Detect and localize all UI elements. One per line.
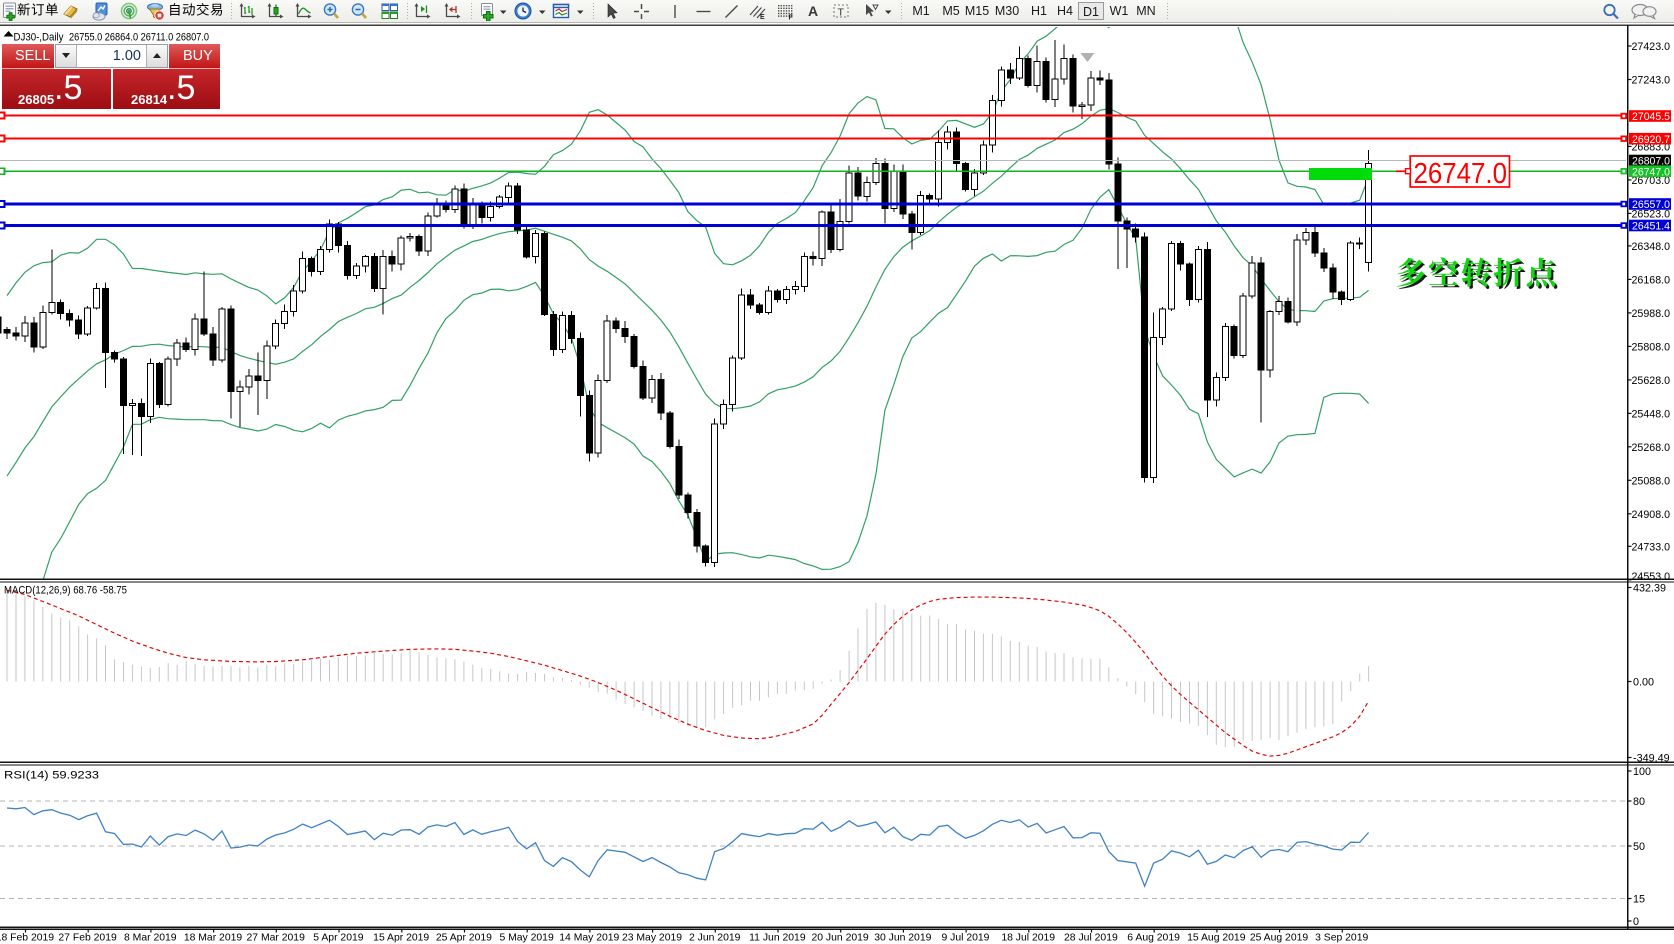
svg-text:25988.0: 25988.0 (1632, 308, 1671, 320)
svg-text:5 Apr 2019: 5 Apr 2019 (313, 933, 363, 944)
svg-text:24733.0: 24733.0 (1632, 541, 1671, 553)
svg-text:26348.0: 26348.0 (1632, 241, 1671, 253)
svg-text:26747.0: 26747.0 (1632, 166, 1670, 178)
svg-text:14 May 2019: 14 May 2019 (559, 933, 619, 944)
svg-text:26451.4: 26451.4 (1632, 221, 1670, 233)
svg-text:25808.0: 25808.0 (1632, 341, 1671, 353)
svg-text:3 Sep 2019: 3 Sep 2019 (1315, 933, 1368, 944)
svg-text:9 Jul 2019: 9 Jul 2019 (942, 933, 990, 944)
svg-text:26747.0: 26747.0 (1414, 158, 1508, 190)
svg-text:25 Apr 2019: 25 Apr 2019 (436, 933, 492, 944)
svg-text:0: 0 (1633, 916, 1639, 928)
svg-text:26807.0: 26807.0 (1632, 156, 1670, 168)
svg-text:80: 80 (1633, 796, 1645, 808)
svg-text:8 Mar 2019: 8 Mar 2019 (124, 933, 177, 944)
svg-text:11 Jun 2019: 11 Jun 2019 (749, 933, 806, 944)
svg-text:27423.0: 27423.0 (1632, 41, 1671, 53)
svg-text:30 Jun 2019: 30 Jun 2019 (874, 933, 931, 944)
svg-text:RSI(14) 59.9233: RSI(14) 59.9233 (4, 770, 99, 782)
svg-text:15 Apr 2019: 15 Apr 2019 (373, 933, 429, 944)
svg-text:27 Mar 2019: 27 Mar 2019 (247, 933, 306, 944)
svg-text:18 Feb 2019: 18 Feb 2019 (0, 933, 54, 944)
svg-text:23 May 2019: 23 May 2019 (622, 933, 682, 944)
svg-text:DJ30-,Daily: DJ30-,Daily (14, 32, 65, 44)
svg-text:20 Jun 2019: 20 Jun 2019 (811, 933, 868, 944)
svg-text:E: E (760, 14, 765, 21)
svg-text:25 Aug 2019: 25 Aug 2019 (1250, 933, 1309, 944)
svg-text:25628.0: 25628.0 (1632, 375, 1671, 387)
svg-text:MACD(12,26,9) 68.76 -58.75: MACD(12,26,9) 68.76 -58.75 (4, 585, 127, 597)
svg-text:24908.0: 24908.0 (1632, 509, 1671, 521)
svg-text:26523.0: 26523.0 (1632, 208, 1671, 220)
svg-text:27 Feb 2019: 27 Feb 2019 (58, 933, 117, 944)
svg-text:100: 100 (1633, 766, 1651, 778)
svg-text:24553.0: 24553.0 (1632, 571, 1671, 583)
svg-text:26920.7: 26920.7 (1632, 134, 1670, 146)
svg-text:6 Aug 2019: 6 Aug 2019 (1127, 933, 1180, 944)
svg-text:25448.0: 25448.0 (1632, 408, 1671, 420)
svg-text:2 Jun 2019: 2 Jun 2019 (689, 933, 741, 944)
svg-text:F: F (789, 15, 794, 22)
svg-text:25268.0: 25268.0 (1632, 442, 1671, 454)
svg-text:-349.49: -349.49 (1633, 753, 1670, 765)
svg-text:432.39: 432.39 (1633, 583, 1666, 595)
svg-text:28 Jul 2019: 28 Jul 2019 (1064, 933, 1118, 944)
svg-text:5 May 2019: 5 May 2019 (499, 933, 554, 944)
svg-text:26703.0: 26703.0 (1632, 175, 1671, 187)
svg-text:15 Aug 2019: 15 Aug 2019 (1187, 933, 1246, 944)
svg-text:26557.0: 26557.0 (1632, 199, 1670, 211)
svg-text:15: 15 (1633, 894, 1645, 906)
svg-text:25088.0: 25088.0 (1632, 475, 1671, 487)
svg-text:26755.0 26864.0 26711.0 26807.: 26755.0 26864.0 26711.0 26807.0 (69, 32, 209, 44)
svg-text:27243.0: 27243.0 (1632, 75, 1671, 87)
svg-text:50: 50 (1633, 841, 1645, 853)
svg-text:26168.0: 26168.0 (1632, 274, 1671, 286)
svg-text:0.00: 0.00 (1633, 677, 1654, 689)
svg-text:18 Jul 2019: 18 Jul 2019 (1001, 933, 1055, 944)
svg-text:27045.5: 27045.5 (1632, 111, 1670, 123)
svg-text:18 Mar 2019: 18 Mar 2019 (184, 933, 243, 944)
svg-text:T: T (838, 7, 845, 19)
